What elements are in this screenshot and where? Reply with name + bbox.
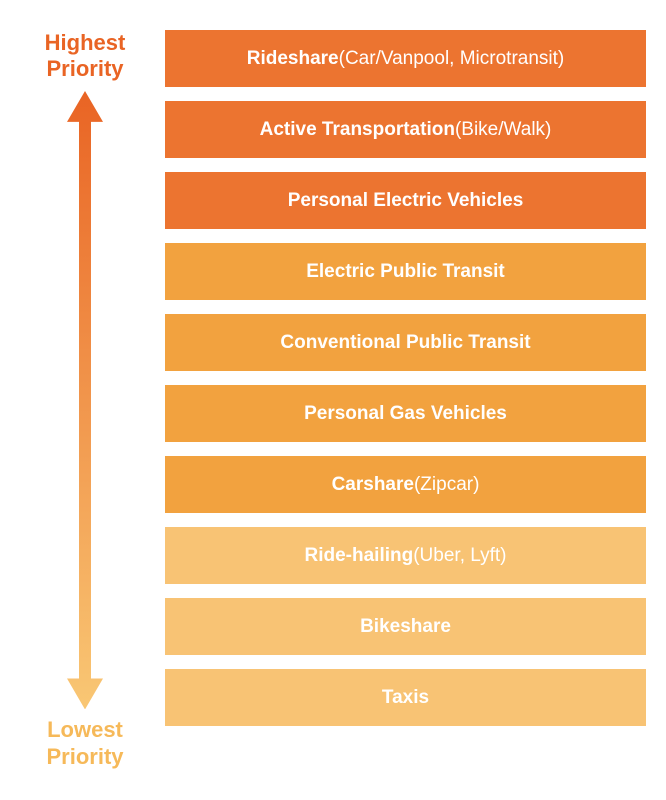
bar-light-text: (Bike/Walk)	[455, 119, 551, 141]
lowest-priority-label: Lowest Priority	[46, 717, 123, 770]
priority-bar-9: Taxis	[165, 669, 646, 726]
bar-bold-text: Rideshare	[247, 48, 339, 70]
priority-bar-4: Conventional Public Transit	[165, 314, 646, 371]
bar-light-text: (Zipcar)	[414, 474, 479, 496]
bar-light-text: (Car/Vanpool, Microtransit)	[339, 48, 565, 70]
priority-diagram: Highest Priority Lowest Priority Ridesha…	[20, 30, 646, 770]
priority-bar-0: Rideshare (Car/Vanpool, Microtransit)	[165, 30, 646, 87]
top-label-line2: Priority	[45, 56, 126, 82]
bar-light-text: (Uber, Lyft)	[413, 545, 506, 567]
bar-bold-text: Personal Gas Vehicles	[304, 403, 507, 425]
double-arrow-icon	[65, 91, 105, 709]
priority-bar-3: Electric Public Transit	[165, 243, 646, 300]
priority-bar-5: Personal Gas Vehicles	[165, 385, 646, 442]
bar-bold-text: Carshare	[332, 474, 414, 496]
bar-bold-text: Bikeshare	[360, 616, 451, 638]
highest-priority-label: Highest Priority	[45, 30, 126, 83]
priority-bar-7: Ride-hailing (Uber, Lyft)	[165, 527, 646, 584]
top-label-line1: Highest	[45, 30, 126, 56]
priority-axis: Highest Priority Lowest Priority	[20, 30, 150, 770]
priority-bar-6: Carshare (Zipcar)	[165, 456, 646, 513]
priority-bar-2: Personal Electric Vehicles	[165, 172, 646, 229]
priority-bar-1: Active Transportation (Bike/Walk)	[165, 101, 646, 158]
bar-bold-text: Personal Electric Vehicles	[288, 190, 524, 212]
bottom-label-line1: Lowest	[46, 717, 123, 743]
gradient-arrow	[20, 91, 150, 709]
priority-bars: Rideshare (Car/Vanpool, Microtransit) Act…	[150, 30, 646, 770]
priority-bar-8: Bikeshare	[165, 598, 646, 655]
bottom-label-line2: Priority	[46, 744, 123, 770]
bar-bold-text: Taxis	[382, 687, 429, 709]
bar-bold-text: Ride-hailing	[305, 545, 414, 567]
bar-bold-text: Conventional Public Transit	[280, 332, 530, 354]
bar-bold-text: Active Transportation	[260, 119, 455, 141]
bar-bold-text: Electric Public Transit	[306, 261, 505, 283]
